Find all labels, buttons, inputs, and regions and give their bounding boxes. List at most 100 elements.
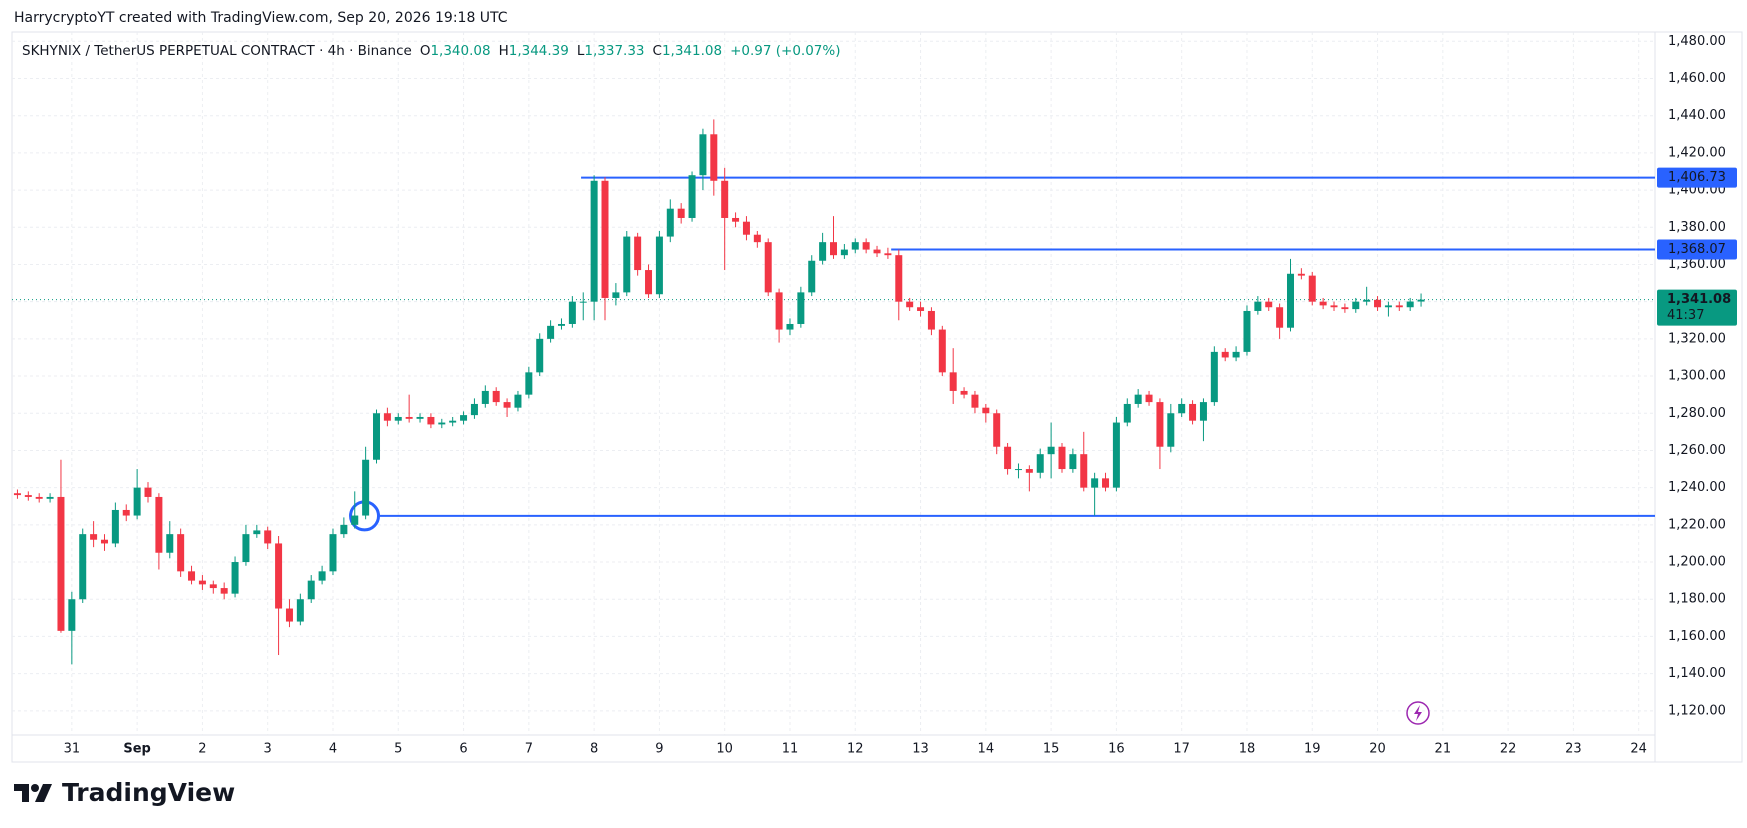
candle-body: [601, 180, 609, 298]
ohlc-change: +0.97 (+0.07%): [730, 43, 841, 59]
y-tick-label: 1,360.00: [1668, 257, 1726, 272]
x-tick-label: 19: [1304, 742, 1321, 757]
y-tick-label: 1,380.00: [1668, 220, 1726, 235]
candle-body: [1406, 301, 1414, 308]
y-tick-label: 1,480.00: [1668, 34, 1726, 49]
candle-body: [46, 496, 54, 499]
candle-body: [1036, 454, 1044, 473]
candle-body: [1069, 454, 1077, 470]
candle-body: [329, 534, 337, 572]
candle-body: [394, 416, 402, 421]
last-price-label: 1,341.08: [1667, 292, 1731, 307]
candle-body: [1221, 351, 1229, 358]
candle-body: [1058, 446, 1066, 470]
candle-body: [764, 242, 772, 293]
candle-body: [862, 242, 870, 250]
candle-body: [449, 420, 457, 423]
candle-body: [677, 208, 685, 218]
candle-body: [1123, 403, 1131, 423]
ohlc-key: L: [576, 43, 585, 59]
candle-body: [949, 372, 957, 391]
candle-body: [220, 588, 228, 594]
y-tick-label: 1,460.00: [1668, 71, 1726, 86]
candle-body: [1243, 310, 1251, 352]
y-tick-label: 1,320.00: [1668, 331, 1726, 346]
candle-body: [231, 562, 239, 594]
candle-body: [971, 394, 979, 408]
candle-body: [1341, 307, 1349, 310]
ohlc-value: 1,341.08: [661, 43, 723, 59]
candle-body: [111, 509, 119, 544]
candle-body: [1080, 454, 1088, 488]
x-tick-label: 31: [64, 742, 81, 757]
candle-body: [481, 390, 489, 404]
legend: SKHYNIX / TetherUS PERPETUAL CONTRACT · …: [22, 43, 840, 59]
x-tick-label: 8: [590, 742, 598, 757]
axes: 1,120.00 1,140.00 1,160.00 1,180.00 1,200.00…: [64, 34, 1737, 757]
candle-body: [1276, 307, 1284, 328]
candle-body: [525, 372, 533, 395]
x-tick-label: 3: [264, 742, 272, 757]
candle-body: [460, 415, 468, 421]
candle-body: [362, 459, 370, 516]
symbol-title: SKHYNIX / TetherUS PERPETUAL CONTRACT · …: [22, 43, 412, 59]
ohlc-key: H: [498, 43, 509, 59]
y-tick-label: 1,200.00: [1668, 555, 1726, 570]
candle-body: [612, 292, 620, 298]
candle-body: [982, 407, 990, 414]
x-tick-label: 9: [655, 742, 663, 757]
candle-body: [470, 403, 478, 416]
candle-body: [13, 493, 21, 496]
x-tick-label: 23: [1565, 742, 1582, 757]
candle-body: [699, 134, 707, 176]
x-tick-label: 11: [782, 742, 799, 757]
ohlc-value: 1,337.33: [584, 43, 645, 59]
candle-body: [1189, 403, 1197, 421]
x-tick-label: 20: [1369, 742, 1386, 757]
level-price-label: 1,406.73: [1668, 170, 1726, 185]
candle-body: [1025, 469, 1033, 473]
candle-body: [79, 534, 87, 600]
level-price-tag: [1657, 167, 1737, 188]
y-tick-label: 1,220.00: [1668, 517, 1726, 532]
y-tick-label: 1,240.00: [1668, 480, 1726, 495]
candle-body: [830, 242, 837, 256]
candle-body: [851, 242, 859, 250]
candle-body: [1167, 413, 1175, 447]
candle-body: [797, 292, 805, 324]
candle-body: [634, 236, 642, 271]
candle-body: [285, 608, 293, 622]
candle-body: [24, 495, 32, 497]
candle-body: [100, 539, 108, 544]
candle-body: [1134, 394, 1142, 404]
y-tick-label: 1,260.00: [1668, 443, 1726, 458]
candle-body: [35, 496, 43, 499]
x-tick-label: 7: [525, 742, 533, 757]
candle-body: [133, 487, 141, 516]
candle-body: [645, 270, 653, 295]
x-tick-label: 4: [329, 742, 337, 757]
candle-body: [786, 323, 794, 330]
candle-body: [144, 487, 152, 497]
candle-body: [1156, 402, 1164, 447]
candle-body: [906, 301, 914, 308]
alert-icon: [1406, 701, 1430, 725]
candle-body: [753, 234, 761, 243]
candle-body: [732, 217, 740, 222]
x-tick-label: 6: [459, 742, 467, 757]
candle-body: [427, 416, 435, 425]
candle-body: [579, 301, 587, 303]
candle-body: [68, 599, 76, 631]
candle-body: [884, 253, 892, 256]
candle-body: [340, 524, 348, 535]
x-tick-label: 24: [1630, 742, 1647, 757]
x-tick-label: 2: [198, 742, 206, 757]
x-tick-label: 14: [978, 742, 995, 757]
x-tick-label: 17: [1173, 742, 1190, 757]
candle-body: [557, 323, 565, 326]
candle-body: [351, 515, 359, 525]
x-tick-label: 10: [716, 742, 733, 757]
y-tick-label: 1,300.00: [1668, 369, 1726, 384]
